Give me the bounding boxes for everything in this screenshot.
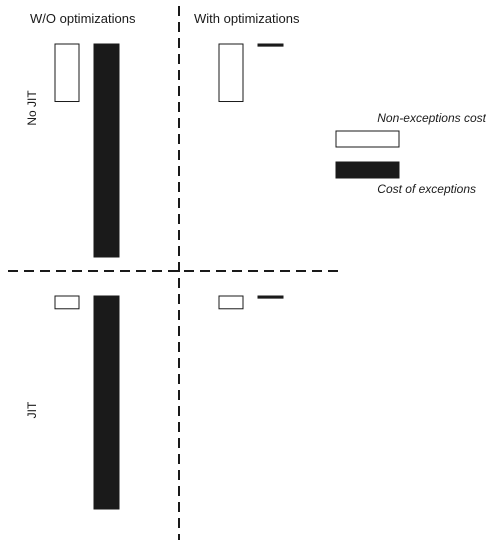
bar-non-exceptions-cost-no-jit-with-optimizations (218, 43, 244, 103)
row-label-no-jit: No JIT (25, 90, 39, 126)
column-label-without-optimizations: W/O optimizations (30, 11, 136, 26)
legend-swatch-non-exceptions (335, 130, 400, 148)
bar-non-exceptions-cost-no-jit-w-o-optimizations (54, 43, 80, 103)
bar-cost-of-exceptions-jit-with-optimizations (257, 295, 284, 299)
bar-non-exceptions-cost-jit-w-o-optimizations (54, 295, 80, 310)
row-label-jit: JIT (25, 401, 39, 418)
bar-cost-of-exceptions-jit-w-o-optimizations (93, 295, 120, 510)
bars-group (54, 43, 284, 510)
legend-label-exceptions: Cost of exceptions (377, 182, 476, 196)
bar-cost-of-exceptions-no-jit-with-optimizations (257, 43, 284, 47)
bar-cost-of-exceptions-no-jit-w-o-optimizations (93, 43, 120, 258)
column-label-with-optimizations: With optimizations (194, 11, 300, 26)
bar-non-exceptions-cost-jit-with-optimizations (218, 295, 244, 310)
legend-swatch-exceptions (335, 161, 400, 179)
legend-label-non-exceptions: Non-exceptions cost (377, 111, 486, 125)
